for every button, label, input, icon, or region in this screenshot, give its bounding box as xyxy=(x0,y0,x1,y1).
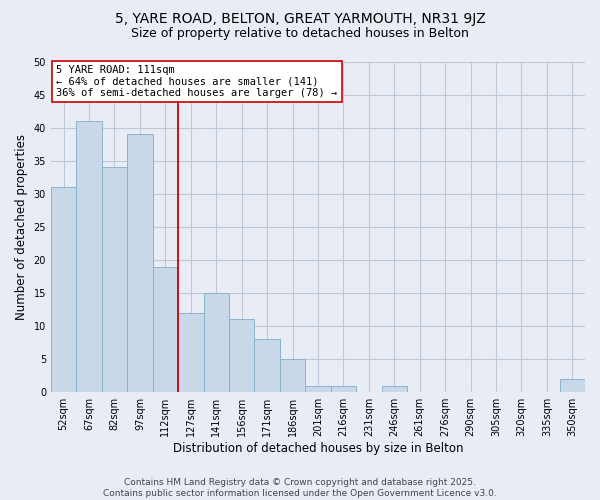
X-axis label: Distribution of detached houses by size in Belton: Distribution of detached houses by size … xyxy=(173,442,463,455)
Bar xyxy=(203,293,229,392)
Bar xyxy=(178,313,203,392)
Bar xyxy=(280,359,305,392)
Bar xyxy=(152,266,178,392)
Bar xyxy=(305,386,331,392)
Bar xyxy=(102,168,127,392)
Bar xyxy=(560,379,585,392)
Bar xyxy=(51,187,76,392)
Text: 5 YARE ROAD: 111sqm
← 64% of detached houses are smaller (141)
36% of semi-detac: 5 YARE ROAD: 111sqm ← 64% of detached ho… xyxy=(56,65,338,98)
Y-axis label: Number of detached properties: Number of detached properties xyxy=(15,134,28,320)
Bar xyxy=(127,134,152,392)
Text: Contains HM Land Registry data © Crown copyright and database right 2025.
Contai: Contains HM Land Registry data © Crown c… xyxy=(103,478,497,498)
Bar xyxy=(254,340,280,392)
Text: Size of property relative to detached houses in Belton: Size of property relative to detached ho… xyxy=(131,28,469,40)
Bar xyxy=(382,386,407,392)
Bar xyxy=(331,386,356,392)
Text: 5, YARE ROAD, BELTON, GREAT YARMOUTH, NR31 9JZ: 5, YARE ROAD, BELTON, GREAT YARMOUTH, NR… xyxy=(115,12,485,26)
Bar xyxy=(76,121,102,392)
Bar xyxy=(229,320,254,392)
